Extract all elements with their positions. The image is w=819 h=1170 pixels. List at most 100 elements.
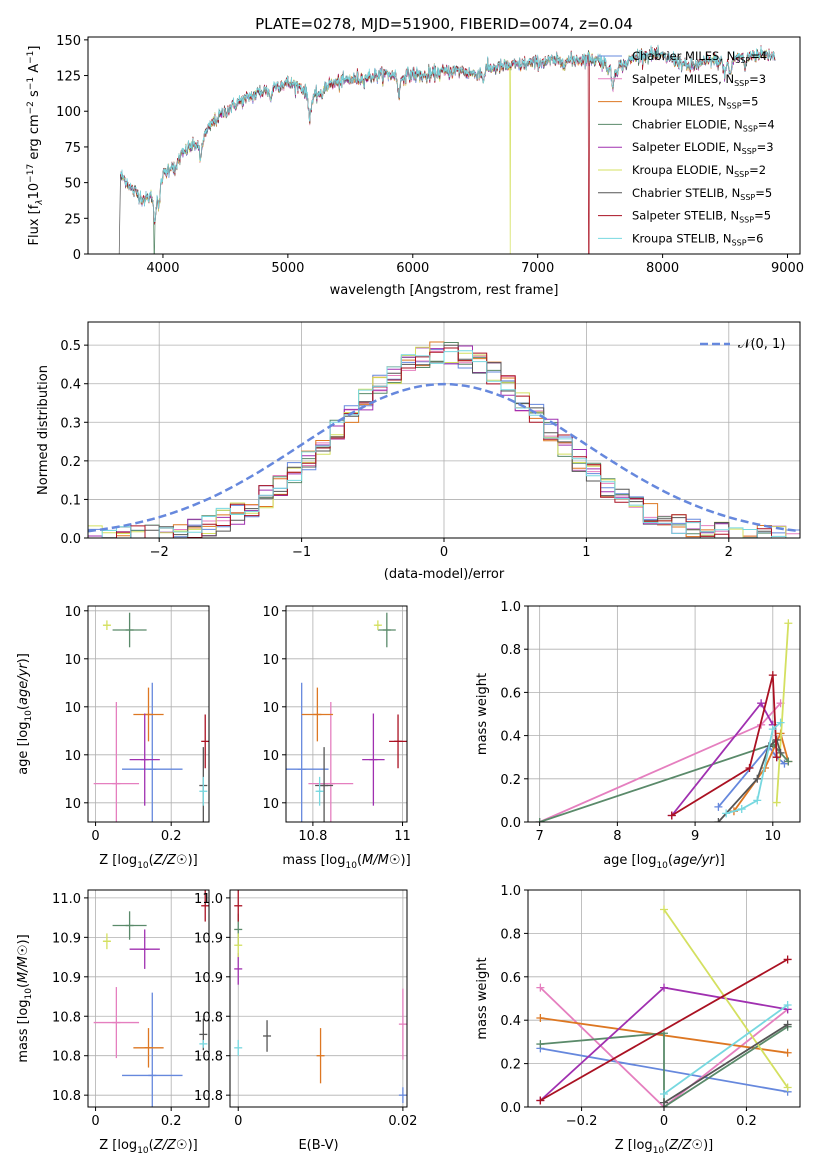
spectrum-line (120, 44, 776, 223)
axes-frame (527, 605, 801, 823)
plus-marker (768, 725, 777, 734)
y-tick-label: 10.8 (52, 1050, 81, 1065)
weight-vs-Z-plot-area (536, 905, 792, 1107)
plus-marker (536, 1096, 545, 1105)
y-tick-label: 10 (262, 701, 279, 716)
x-axis-label: Z [log10(Z/Z☉)] (615, 1138, 713, 1156)
y-tick-label: 11.0 (194, 892, 223, 907)
normal-curve (88, 382, 800, 533)
plus-marker (772, 798, 781, 807)
y-tick-label: 10.8 (194, 1050, 223, 1065)
plus-marker (536, 1040, 545, 1049)
y-tick-label: 1.0 (500, 884, 521, 899)
y-tick-label: 10 (64, 653, 81, 668)
age-vs-mass-plot-area (286, 612, 407, 822)
y-tick-label: 100 (56, 105, 81, 120)
legend-entry: Kroupa MILES, NSSP=5 (632, 95, 758, 111)
plus-marker (783, 1020, 792, 1029)
y-tick-label: 10.9 (52, 931, 81, 946)
y-axis-label: mass [log10(M/M☉)] (16, 934, 34, 1062)
y-tick-label: 0.0 (500, 1101, 521, 1116)
plus-marker (753, 774, 762, 783)
mass-vs-Z-panel: 0 0.2 10.8 10.8 10.8 10.9 10.9 11.0 Z [log10(Z/Z… (16, 889, 210, 1156)
plus-marker (784, 757, 793, 766)
legend-entry: Chabrier ELODIE, NSSP=4 (632, 117, 775, 133)
x-tick-label: 0 (91, 829, 99, 844)
plus-marker (753, 796, 762, 805)
weight-line (539, 986, 789, 1107)
plus-marker (783, 1048, 792, 1057)
x-axis-label: wavelength [Angstrom, rest frame] (330, 283, 559, 298)
x-tick-label: 5000 (271, 261, 304, 276)
weight-line (540, 1025, 789, 1107)
weight-line (663, 1004, 789, 1095)
weight-line (663, 1023, 789, 1104)
x-tick-label: 0 (440, 545, 448, 560)
plus-marker (776, 718, 785, 727)
x-axis-label: mass [log10(M/M☉)] (282, 853, 410, 871)
legend-entry: Kroupa STELIB, NSSP=6 (632, 231, 763, 247)
chart-title: PLATE=0278, MJD=51900, FIBERID=0074, z=0… (255, 15, 633, 33)
x-axis-label: (data-model)/error (384, 567, 505, 582)
y-tick-label: 10.8 (194, 1010, 223, 1025)
plus-marker (535, 818, 544, 822)
weight-line (663, 908, 789, 1089)
x-tick-label: 11 (394, 829, 411, 844)
x-tick-label: 7 (536, 829, 544, 844)
plus-marker (667, 811, 676, 820)
y-tick-label: 10.9 (194, 931, 223, 946)
y-tick-label: 75 (64, 141, 81, 156)
x-tick-label: −2 (150, 545, 169, 560)
x-axis-label: E(B-V) (298, 1138, 338, 1153)
plus-marker (660, 1089, 668, 1098)
weight-line (671, 674, 778, 817)
plus-marker (722, 809, 731, 818)
weight-vs-age-panel: 7 8 9 10 0.0 0.2 0.4 0.6 0.8 1.0 age [log10(age/yr… (475, 600, 801, 871)
y-axis-label: mass weight (475, 957, 490, 1039)
y-tick-label: 1.0 (500, 600, 521, 615)
y-tick-label: 10 (64, 749, 81, 764)
legend-entry: Chabrier STELIB, NSSP=5 (632, 186, 772, 202)
plus-marker (714, 818, 723, 822)
x-tick-label: 8 (613, 829, 621, 844)
y-tick-label: 25 (64, 212, 81, 227)
x-tick-label: 9 (691, 829, 699, 844)
plus-marker (660, 1098, 668, 1107)
weight-line (539, 702, 782, 822)
x-tick-label: 0 (91, 1114, 99, 1129)
y-tick-label: 0.0 (60, 532, 81, 547)
y-axis-label: age [log10(age/yr)] (16, 653, 34, 775)
y-tick-label: 150 (56, 34, 81, 49)
weight-line (539, 743, 789, 822)
plus-marker (776, 748, 785, 757)
plus-marker (536, 1014, 545, 1023)
spectrum-panel: 4000 5000 6000 7000 8000 9000 0 25 50 75 100 125 150… (26, 15, 804, 298)
x-axis-label: age [log10(age/yr)] (603, 853, 725, 871)
plus-marker (783, 1083, 792, 1092)
axes-frame (87, 889, 210, 1108)
y-tick-label: 0.4 (500, 1014, 521, 1029)
weight-vs-Z-panel: −0.2 0 0.2 0.0 0.2 0.4 0.6 0.8 1.0 Z [log10(Z/Z☉)… (475, 884, 801, 1156)
residuals-panel: −2 −1 0 1 2 0.0 0.1 0.2 0.3 0.4 0.5 𝒩(0, 1) (data-mo… (36, 321, 801, 582)
spectrum-plot-area (118, 44, 776, 254)
axes-frame (527, 889, 801, 1108)
y-tick-label: 0.4 (60, 378, 81, 393)
y-tick-label: 0.3 (60, 416, 81, 431)
y-tick-label: 11.0 (52, 892, 81, 907)
plus-marker (745, 764, 754, 772)
plus-marker (768, 671, 777, 680)
plus-marker (783, 955, 792, 964)
plus-marker (784, 619, 793, 628)
weight-line (539, 958, 789, 1102)
legend-entry: Salpeter ELODIE, NSSP=3 (632, 140, 774, 156)
y-tick-label: 10.8 (52, 1010, 81, 1025)
legend-entry: Chabrier MILES, NSSP=4 (632, 49, 767, 65)
plus-marker (660, 983, 668, 992)
x-tick-label: 0 (234, 1114, 242, 1129)
histogram-series (88, 350, 800, 538)
y-tick-label: 0 (73, 248, 81, 263)
legend: Chabrier MILES, NSSP=4 Salpeter MILES, NS… (598, 49, 775, 247)
plus-marker (737, 805, 746, 814)
weight-line (717, 744, 786, 808)
plus-marker (757, 699, 766, 708)
